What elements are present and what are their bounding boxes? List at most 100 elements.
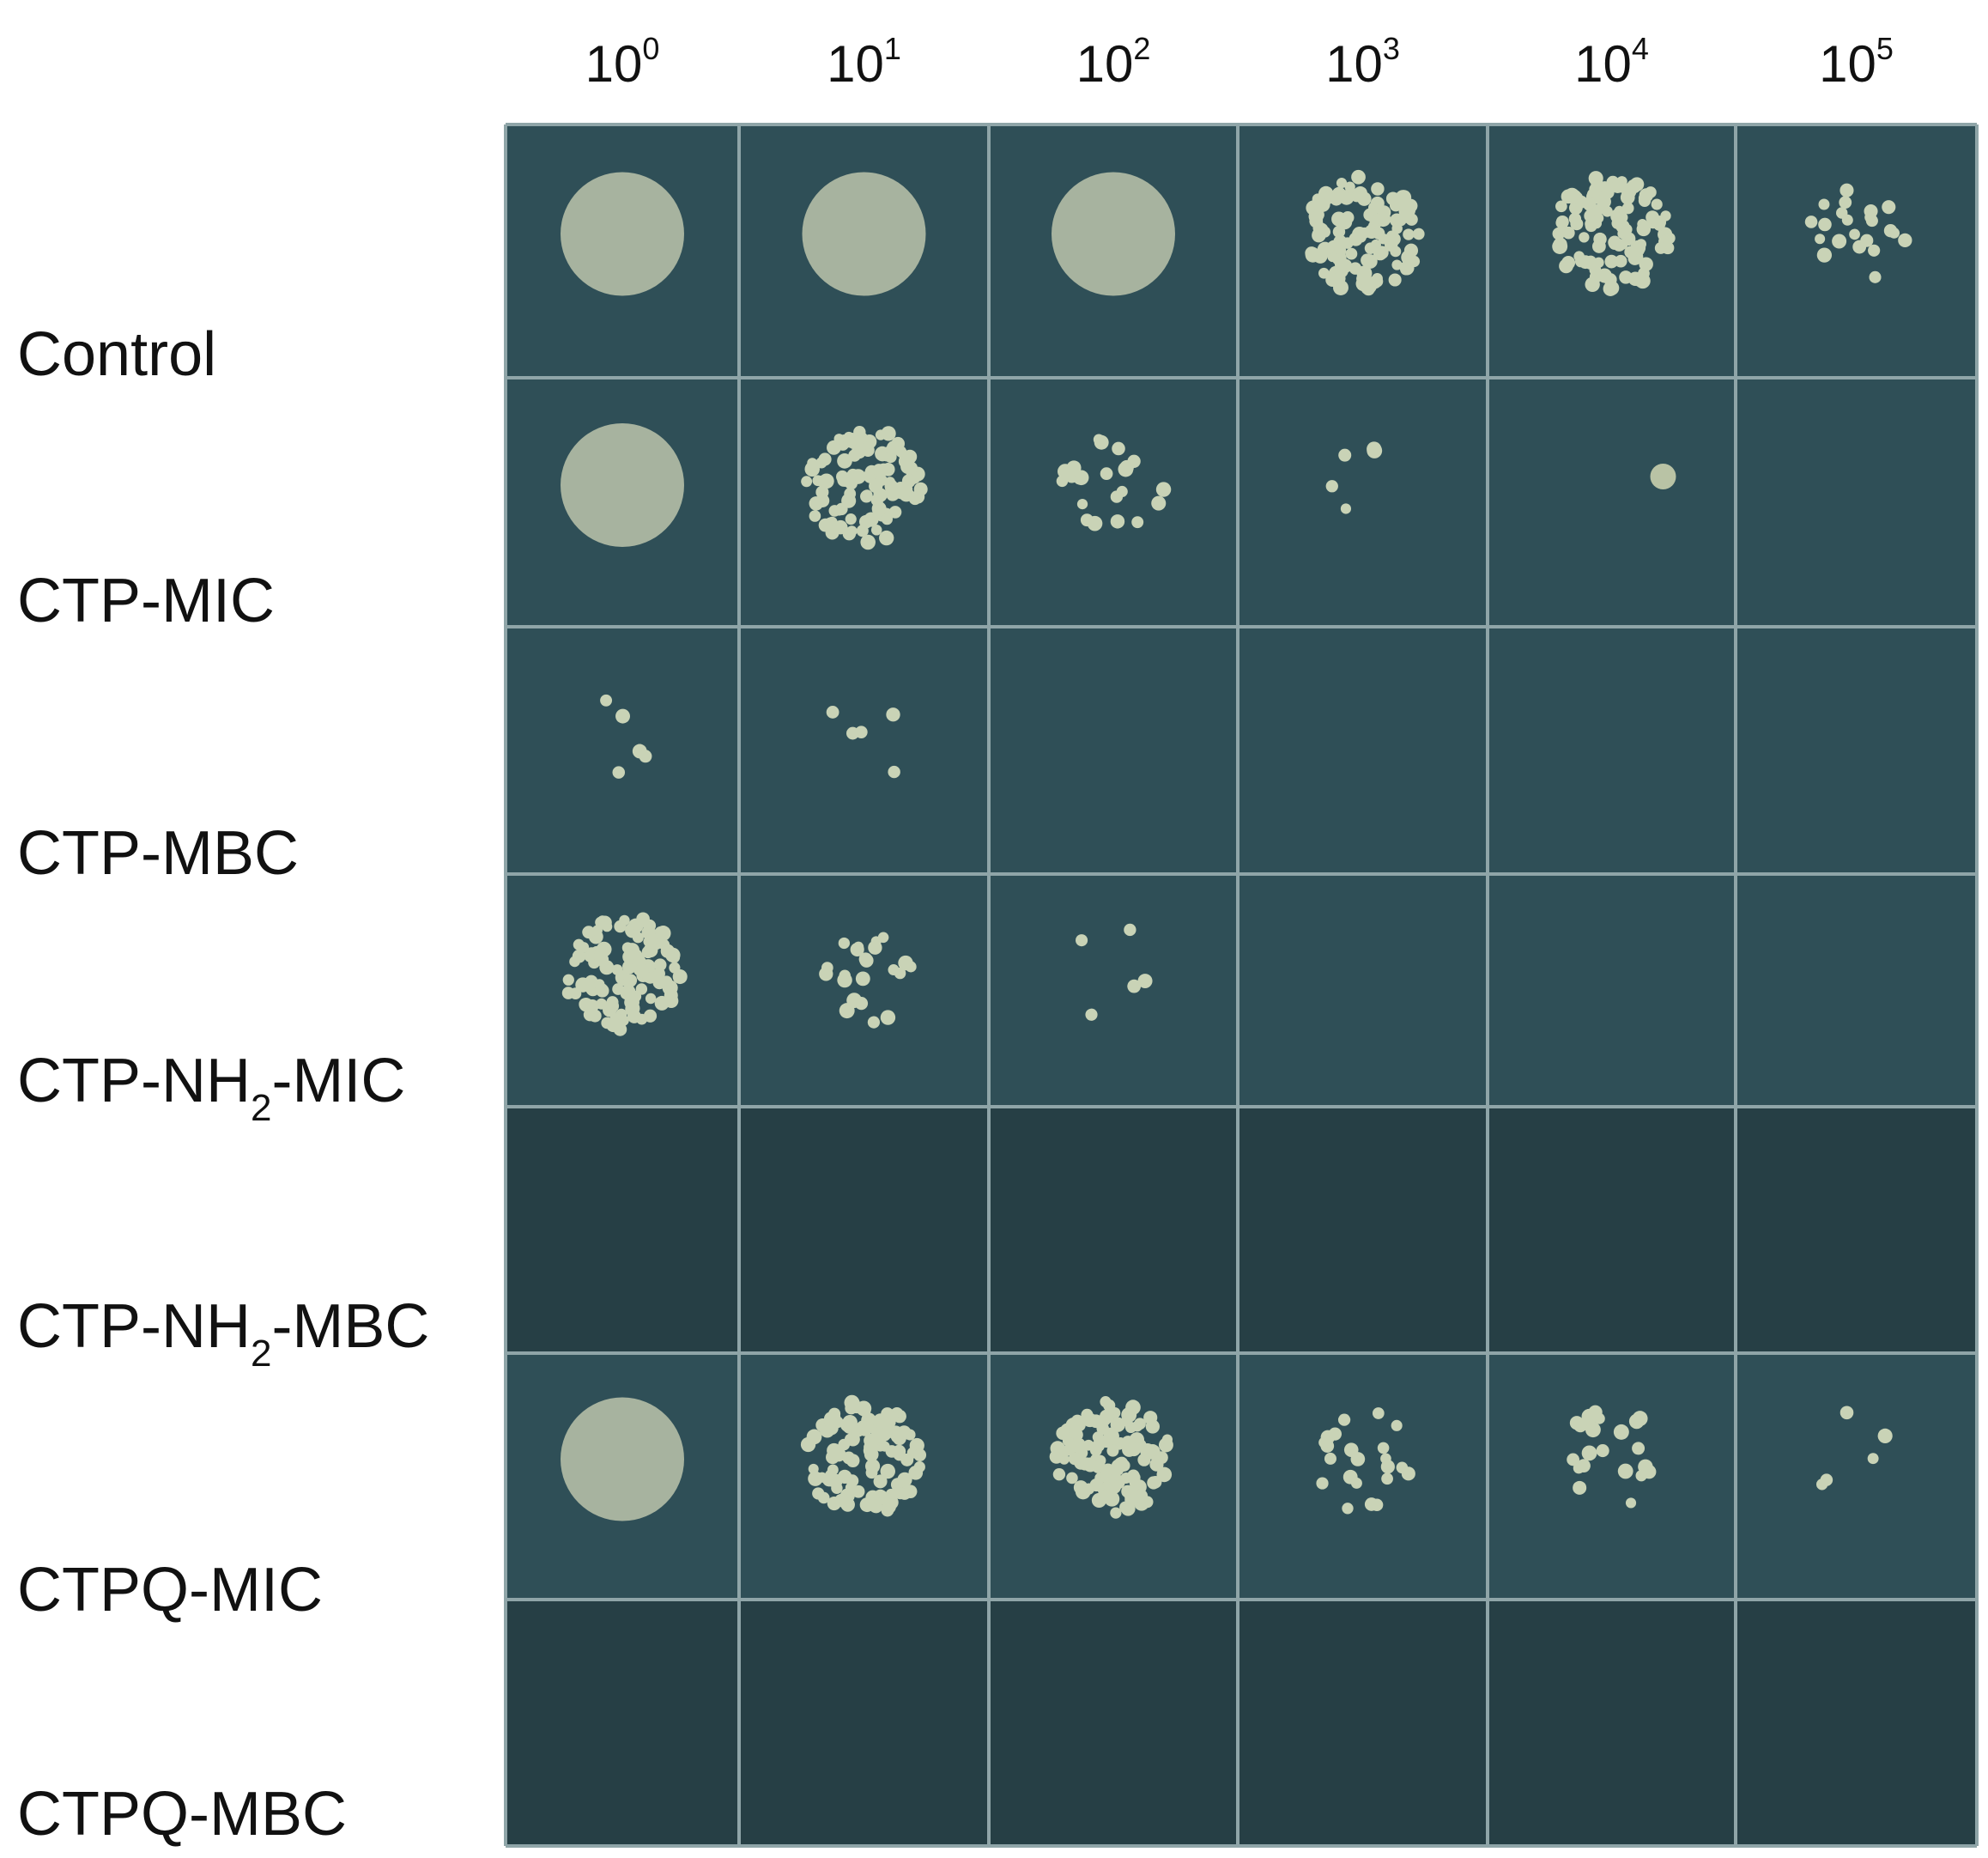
colony: [1143, 1411, 1158, 1425]
label-subscript: 2: [251, 1087, 271, 1129]
colony: [869, 1499, 883, 1514]
colony: [1832, 234, 1847, 249]
colony: [868, 940, 882, 955]
colony: [1867, 1453, 1879, 1465]
column-header: 103: [1325, 31, 1400, 93]
colony: [582, 926, 596, 939]
colony: [600, 694, 613, 707]
colony: [579, 998, 593, 1012]
colony: [1839, 196, 1852, 209]
colony: [845, 513, 857, 525]
colony: [1362, 254, 1378, 269]
label-text: CTP-NH: [17, 1047, 251, 1115]
row-label: Control: [17, 320, 216, 389]
colony: [1110, 1507, 1122, 1519]
colony: [1579, 232, 1590, 243]
colony: [876, 474, 888, 486]
colony: [1646, 210, 1659, 224]
colony: [593, 979, 605, 990]
colony: [1073, 474, 1085, 485]
colony: [881, 426, 896, 441]
colony: [1131, 516, 1144, 529]
colony: [1567, 1453, 1579, 1466]
colony: [1351, 169, 1366, 185]
colony: [900, 1453, 914, 1466]
colony: [1818, 217, 1832, 232]
colony: [1573, 1480, 1587, 1495]
colony: [846, 726, 859, 740]
colony: [1391, 1419, 1403, 1431]
colony: [579, 942, 590, 953]
colony: [1089, 1414, 1103, 1429]
header-base: 10: [827, 35, 884, 93]
colony: [1613, 1424, 1629, 1440]
colony: [859, 953, 874, 968]
colony-lawn: [561, 1397, 684, 1521]
colony: [1619, 270, 1633, 284]
colony: [837, 972, 852, 988]
colony: [1639, 257, 1653, 271]
colony: [1401, 250, 1416, 265]
colony: [820, 1425, 832, 1437]
colony: [807, 458, 818, 469]
colony: [867, 1442, 879, 1454]
colony: [1112, 441, 1125, 456]
colony: [831, 1447, 846, 1462]
colony: [1840, 183, 1854, 197]
colony: [879, 1441, 890, 1452]
colony: [1552, 239, 1568, 254]
colony: [1356, 265, 1373, 282]
colony: [826, 706, 839, 719]
colony: [1357, 191, 1372, 206]
colony: [636, 1013, 648, 1025]
colony: [584, 950, 596, 962]
colony: [1115, 1456, 1129, 1470]
colony: [1570, 192, 1581, 203]
header-exponent: 3: [1383, 31, 1400, 66]
colony: [1898, 233, 1912, 248]
colony: [808, 1463, 819, 1474]
colony: [1375, 246, 1389, 259]
colony: [1395, 191, 1411, 206]
colony: [1345, 247, 1358, 260]
colony: [864, 512, 879, 527]
colony: [1052, 1467, 1066, 1481]
colony: [1370, 196, 1385, 210]
colony: [1110, 490, 1124, 503]
colony: [1323, 243, 1335, 255]
colony: [1635, 1470, 1647, 1482]
colony: [621, 942, 633, 954]
colony: [1338, 448, 1352, 462]
colony: [809, 510, 821, 522]
colony: [1146, 1446, 1159, 1459]
colony: [1604, 254, 1619, 269]
colony: [1151, 495, 1167, 511]
colony: [1155, 482, 1172, 497]
colony: [1124, 1493, 1138, 1507]
colony: [1403, 212, 1415, 224]
colony: [821, 1473, 833, 1485]
colony: [881, 1407, 894, 1421]
colony: [852, 1485, 865, 1498]
colony: [653, 958, 667, 972]
colony: [1869, 270, 1882, 283]
colony: [1412, 228, 1425, 240]
colony: [1634, 273, 1651, 289]
colony: [630, 949, 643, 962]
colony: [1106, 1444, 1119, 1457]
colony: [840, 1497, 855, 1512]
colony: [1367, 441, 1382, 457]
colony: [880, 1463, 895, 1479]
colony: [1632, 1442, 1646, 1455]
agar-plate: [504, 123, 1979, 1848]
colony: [1364, 242, 1377, 254]
colony: [1864, 211, 1876, 223]
row-label: CTP-MBC: [17, 819, 299, 888]
colony: [1336, 177, 1348, 189]
colony: [1579, 255, 1592, 270]
colony: [635, 983, 648, 995]
colony: [1391, 222, 1403, 234]
column-header: 105: [1819, 31, 1894, 93]
colony: [860, 489, 873, 503]
colony: [1082, 1439, 1094, 1451]
